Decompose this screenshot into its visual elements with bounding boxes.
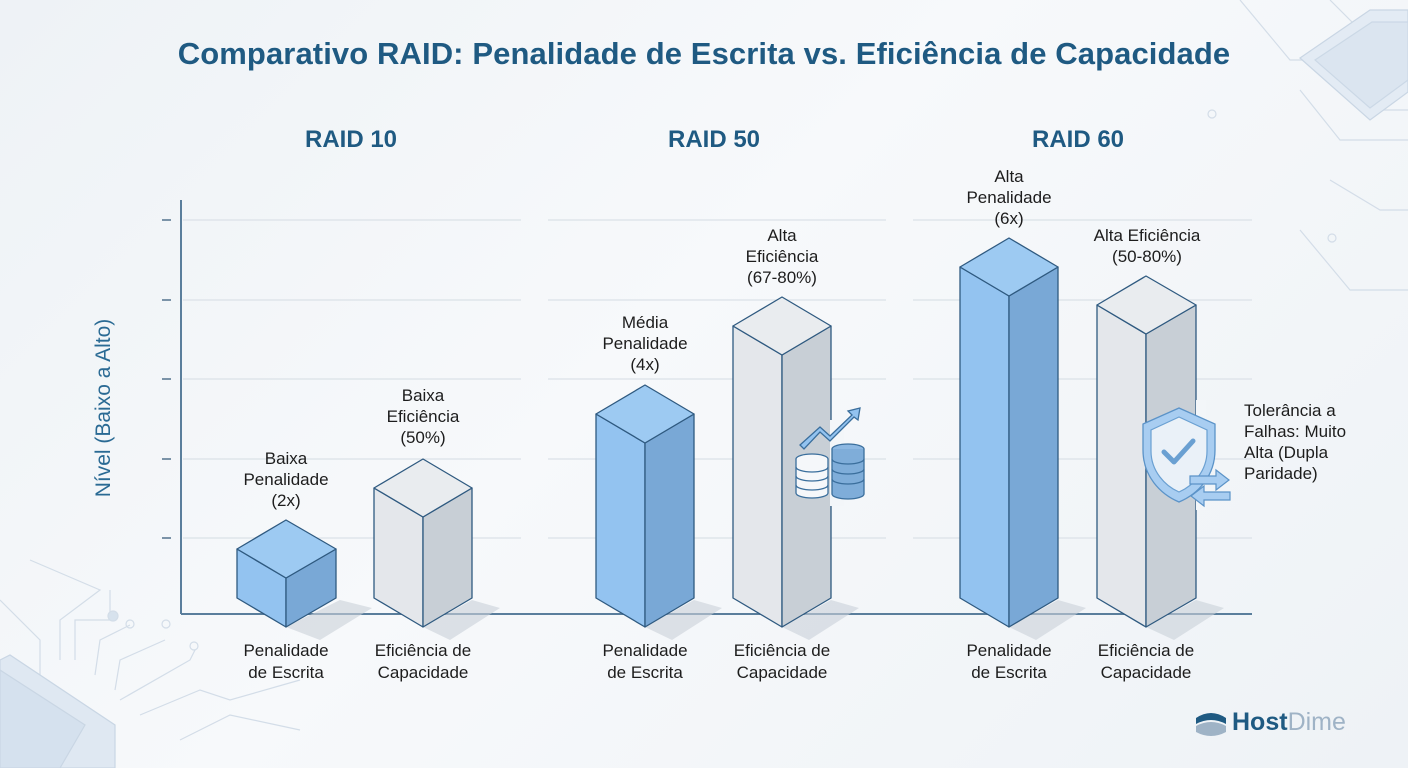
fault-tolerance-annotation: Tolerância a Falhas: Muito Alta (Dupla P… bbox=[1244, 400, 1404, 484]
label-line: Eficiência bbox=[745, 247, 819, 266]
hostdime-logo: HostDime bbox=[1232, 708, 1346, 737]
label-line: Baixa bbox=[401, 386, 445, 405]
y-ticks bbox=[162, 219, 171, 539]
bar-raid60-penalty[interactable] bbox=[959, 237, 1086, 640]
label-line: (6x) bbox=[994, 209, 1024, 228]
chip-icon bbox=[1299, 9, 1408, 121]
bar-raid50-efficiency[interactable] bbox=[732, 296, 859, 640]
category-line: de Escrita bbox=[607, 663, 683, 682]
hostdime-logo-icon bbox=[1196, 713, 1226, 736]
bar-label-raid60-penalty: Alta Penalidade (6x) bbox=[934, 166, 1084, 229]
group-title-raid60: RAID 60 bbox=[1031, 126, 1125, 153]
category-line: Eficiência de bbox=[1097, 641, 1195, 660]
circuit-decoration-top-right bbox=[1207, 0, 1408, 291]
bar-label-raid10-efficiency: Baixa Eficiência (50%) bbox=[348, 385, 498, 448]
group-title-raid50: RAID 50 bbox=[667, 126, 761, 153]
category-label-raid60-efficiency: Eficiência de Capacidade bbox=[1071, 640, 1221, 684]
bar-label-raid50-penalty: Média Penalidade (4x) bbox=[570, 312, 720, 375]
annotation-line: Paridade) bbox=[1244, 464, 1318, 483]
label-line: (4x) bbox=[630, 355, 660, 374]
category-line: de Escrita bbox=[971, 663, 1047, 682]
label-line: Alta bbox=[767, 226, 797, 245]
category-line: Penalidade bbox=[243, 641, 329, 660]
bar-label-raid60-efficiency: Alta Eficiência (50-80%) bbox=[1071, 225, 1223, 267]
bar-label-raid50-efficiency: Alta Eficiência (67-80%) bbox=[707, 225, 857, 288]
bar-raid10-penalty[interactable] bbox=[236, 519, 372, 640]
annotation-line: Falhas: Muito bbox=[1244, 422, 1347, 441]
label-line: Alta Eficiência bbox=[1093, 226, 1201, 245]
label-line: Alta bbox=[994, 167, 1024, 186]
category-line: Penalidade bbox=[966, 641, 1052, 660]
bar-label-raid10-penalty: Baixa Penalidade (2x) bbox=[211, 448, 361, 511]
category-label-raid50-penalty: Penalidade de Escrita bbox=[570, 640, 720, 684]
label-line: Baixa bbox=[264, 449, 308, 468]
label-line: Penalidade bbox=[966, 188, 1052, 207]
logo-text-host: Host bbox=[1232, 708, 1288, 736]
label-line: Eficiência bbox=[386, 407, 460, 426]
annotation-line: Tolerância a bbox=[1244, 401, 1336, 420]
annotation-line: Alta (Dupla bbox=[1244, 443, 1329, 462]
logo-text-dime: Dime bbox=[1287, 708, 1346, 736]
bar-raid10-efficiency[interactable] bbox=[373, 458, 500, 640]
group-title-raid10: RAID 10 bbox=[304, 126, 398, 153]
category-line: Eficiência de bbox=[733, 641, 831, 660]
database-growth-icon bbox=[795, 407, 865, 506]
label-line: (50-80%) bbox=[1112, 247, 1182, 266]
label-line: Penalidade bbox=[243, 470, 329, 489]
category-line: Capacidade bbox=[377, 663, 469, 682]
label-line: (50%) bbox=[400, 428, 446, 447]
category-line: Penalidade bbox=[602, 641, 688, 660]
circuit-decoration-bottom-left bbox=[0, 559, 301, 768]
category-line: Capacidade bbox=[1100, 663, 1192, 682]
bar-raid50-penalty[interactable] bbox=[595, 384, 722, 640]
chart-title: Comparativo RAID: Penalidade de Escrita … bbox=[177, 36, 1231, 71]
category-label-raid50-efficiency: Eficiência de Capacidade bbox=[707, 640, 857, 684]
label-line: Penalidade bbox=[602, 334, 688, 353]
chip-icon bbox=[0, 654, 116, 768]
label-line: (67-80%) bbox=[747, 268, 817, 287]
shield-check-sync-icon bbox=[1142, 400, 1231, 510]
label-line: (2x) bbox=[271, 491, 301, 510]
category-line: Eficiência de bbox=[374, 641, 472, 660]
category-line: de Escrita bbox=[248, 663, 324, 682]
y-axis-label: Nível (Baixo a Alto) bbox=[92, 318, 115, 498]
category-label-raid10-penalty: Penalidade de Escrita bbox=[211, 640, 361, 684]
category-label-raid10-efficiency: Eficiência de Capacidade bbox=[348, 640, 498, 684]
category-label-raid60-penalty: Penalidade de Escrita bbox=[934, 640, 1084, 684]
category-line: Capacidade bbox=[736, 663, 828, 682]
label-line: Média bbox=[621, 313, 669, 332]
